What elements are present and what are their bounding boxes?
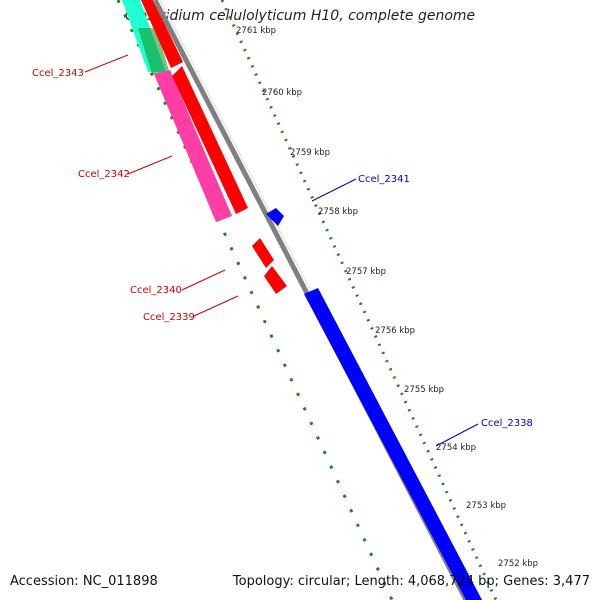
gene-label-ccel-2341[interactable]: Ccel_2341 xyxy=(358,174,410,185)
leader-line xyxy=(193,295,239,317)
kbp-tick-label: 2753 kbp xyxy=(466,501,506,511)
leader-line xyxy=(435,423,479,447)
kbp-tick-label: 2754 kbp xyxy=(436,443,476,453)
accession-text: Accession: NC_011898 xyxy=(10,574,158,589)
gene-label-ccel-2340[interactable]: Ccel_2340 xyxy=(130,285,182,296)
kbp-tick-label: 2761 kbp xyxy=(236,26,276,36)
gene-label-ccel-2338[interactable]: Ccel_2338 xyxy=(481,418,533,429)
gene-ccel-2340[interactable] xyxy=(252,238,274,268)
outer-tick-track xyxy=(220,0,498,600)
gene-label-ccel-2339[interactable]: Ccel_2339 xyxy=(143,312,195,323)
pink-track-segment xyxy=(154,70,232,222)
gene-ccel-2343[interactable] xyxy=(141,0,183,68)
leader-line xyxy=(127,155,173,175)
kbp-tick-label: 2758 kbp xyxy=(318,207,358,217)
gene-label-ccel-2342[interactable]: Ccel_2342 xyxy=(78,169,130,180)
leader-line xyxy=(311,178,357,202)
kbp-tick-label: 2757 kbp xyxy=(346,267,386,277)
inner-tick-track xyxy=(116,0,394,600)
kbp-tick-label: 2760 kbp xyxy=(262,88,302,98)
kbp-tick-label: 2756 kbp xyxy=(375,326,415,336)
green-track-segment xyxy=(138,28,170,74)
gene-ccel-2339[interactable] xyxy=(264,266,287,294)
leader-line xyxy=(181,269,226,291)
genome-summary-text: Topology: circular; Length: 4,068,724 bp… xyxy=(232,574,590,589)
kbp-tick-label: 2755 kbp xyxy=(404,385,444,395)
kbp-tick-label: 2752 kbp xyxy=(498,559,538,569)
leader-line xyxy=(84,54,129,73)
gene-ccel-2338[interactable] xyxy=(304,288,482,600)
kbp-tick-label: 2759 kbp xyxy=(290,148,330,158)
gene-ccel-2341[interactable] xyxy=(266,208,284,226)
map-title: Clostridium cellulolyticum H10, complete… xyxy=(124,8,476,24)
gene-ccel-2342[interactable] xyxy=(172,66,248,214)
gene-label-ccel-2343[interactable]: Ccel_2343 xyxy=(32,68,84,79)
